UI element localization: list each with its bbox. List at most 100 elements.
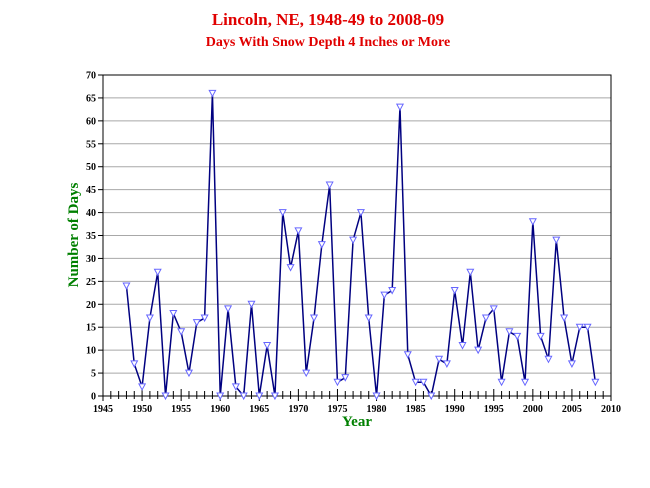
data-point-1988	[435, 355, 444, 364]
y-tick-label-25: 25	[86, 277, 96, 288]
y-tick-label-65: 65	[86, 93, 96, 104]
data-point-1984	[403, 351, 412, 359]
y-tick-label-10: 10	[86, 346, 96, 357]
data-point-1962	[231, 383, 240, 391]
data-point-1989	[442, 360, 451, 368]
y-axis-label: Number of Days	[66, 182, 82, 287]
data-point-1958	[200, 314, 209, 323]
data-point-2004	[560, 314, 569, 323]
data-point-1969	[286, 264, 295, 272]
data-point-1996	[497, 378, 506, 387]
data-point-2005	[567, 360, 576, 368]
data-point-1987	[427, 392, 436, 401]
data-point-1997	[505, 328, 514, 336]
data-point-1966	[263, 342, 272, 350]
x-tick-label-1960: 1960	[210, 404, 230, 415]
x-axis: 1945 1950 1955 1960 1965 1970 1975 1980 1985 1990…	[93, 389, 621, 415]
y-tick-label-30: 30	[86, 254, 96, 265]
data-point-1993	[474, 346, 483, 355]
data-point-1998	[513, 332, 522, 341]
x-tick-label-2010: 2010	[601, 404, 621, 415]
data-point-1995	[489, 305, 498, 313]
data-point-1964	[247, 300, 256, 309]
x-tick-label-1975: 1975	[327, 404, 347, 415]
y-tick-label-15: 15	[86, 323, 96, 334]
y-tick-label-5: 5	[91, 369, 96, 380]
data-point-1956	[184, 369, 194, 378]
data-point-1999	[520, 378, 530, 387]
data-point-1986	[419, 378, 428, 387]
data-point-1973	[317, 241, 326, 249]
data-point-1967	[270, 392, 279, 401]
data-point-1985	[411, 378, 420, 387]
data-point-1992	[466, 268, 475, 277]
data-point-1976	[341, 374, 350, 382]
data-point-1981	[380, 291, 389, 300]
data-point-1961	[224, 305, 233, 313]
y-tick-label-20: 20	[86, 300, 96, 311]
x-tick-label-2005: 2005	[562, 404, 582, 415]
data-point-1971	[302, 369, 311, 378]
x-tick-label-2000: 2000	[523, 404, 543, 415]
data-point-1959	[208, 89, 217, 98]
series-markers	[122, 89, 600, 401]
data-point-2003	[552, 236, 561, 245]
y-tick-label-0: 0	[91, 392, 96, 403]
data-point-1974	[325, 181, 334, 190]
data-point-1983	[395, 103, 405, 112]
y-tick-label-40: 40	[86, 208, 96, 219]
data-point-1960	[216, 392, 225, 401]
x-axis-label: Year	[342, 414, 372, 430]
data-point-1979	[364, 314, 373, 323]
data-point-1957	[192, 319, 201, 327]
x-tick-label-1970: 1970	[288, 404, 308, 415]
data-point-1954	[169, 309, 178, 318]
data-point-2006	[575, 323, 584, 332]
data-point-2007	[583, 323, 592, 332]
y-tick-label-60: 60	[86, 116, 96, 127]
data-point-2001	[536, 332, 545, 341]
data-point-1972	[309, 314, 319, 323]
data-point-1975	[333, 378, 342, 387]
y-tick-label-55: 55	[86, 139, 96, 150]
x-tick-label-1985: 1985	[406, 404, 426, 415]
grid	[103, 97, 611, 374]
y-tick-label-45: 45	[86, 185, 96, 196]
y-tick-label-70: 70	[86, 71, 96, 82]
data-point-1970	[294, 227, 303, 235]
data-point-1968	[278, 209, 287, 217]
data-point-1963	[239, 392, 248, 401]
data-point-2000	[528, 218, 537, 226]
data-point-1994	[481, 314, 490, 323]
data-point-1948	[122, 282, 131, 291]
data-point-1951	[145, 314, 154, 323]
y-tick-label-35: 35	[86, 231, 96, 242]
data-point-1952	[153, 268, 162, 277]
data-point-1980	[372, 392, 381, 401]
chart-subtitle: Days With Snow Depth 4 Inches or More	[206, 35, 450, 50]
x-tick-label-1955: 1955	[171, 404, 191, 415]
y-axis: 0 5 10 15 20 25 30 35 40 45 50 55 60 65 70	[86, 71, 103, 403]
data-point-1978	[356, 209, 365, 217]
x-tick-label-1995: 1995	[484, 404, 504, 415]
data-point-2002	[544, 355, 553, 364]
data-point-1949	[130, 360, 139, 368]
data-point-1953	[161, 392, 170, 401]
data-point-1965	[255, 392, 264, 401]
y-tick-label-50: 50	[86, 162, 96, 173]
data-point-1991	[458, 342, 467, 350]
data-point-2008	[591, 378, 600, 387]
data-point-1977	[349, 236, 358, 245]
x-tick-label-1950: 1950	[132, 404, 152, 415]
x-tick-label-1980: 1980	[367, 404, 387, 415]
x-tick-label-1965: 1965	[249, 404, 269, 415]
x-tick-label-1945: 1945	[93, 404, 113, 415]
chart-title: Lincoln, NE, 1948-49 to 2008-09	[212, 10, 444, 29]
x-tick-label-1990: 1990	[445, 404, 465, 415]
data-point-1955	[177, 328, 186, 336]
data-point-1990	[450, 287, 459, 295]
data-point-1982	[388, 287, 397, 295]
data-point-1950	[138, 383, 147, 391]
